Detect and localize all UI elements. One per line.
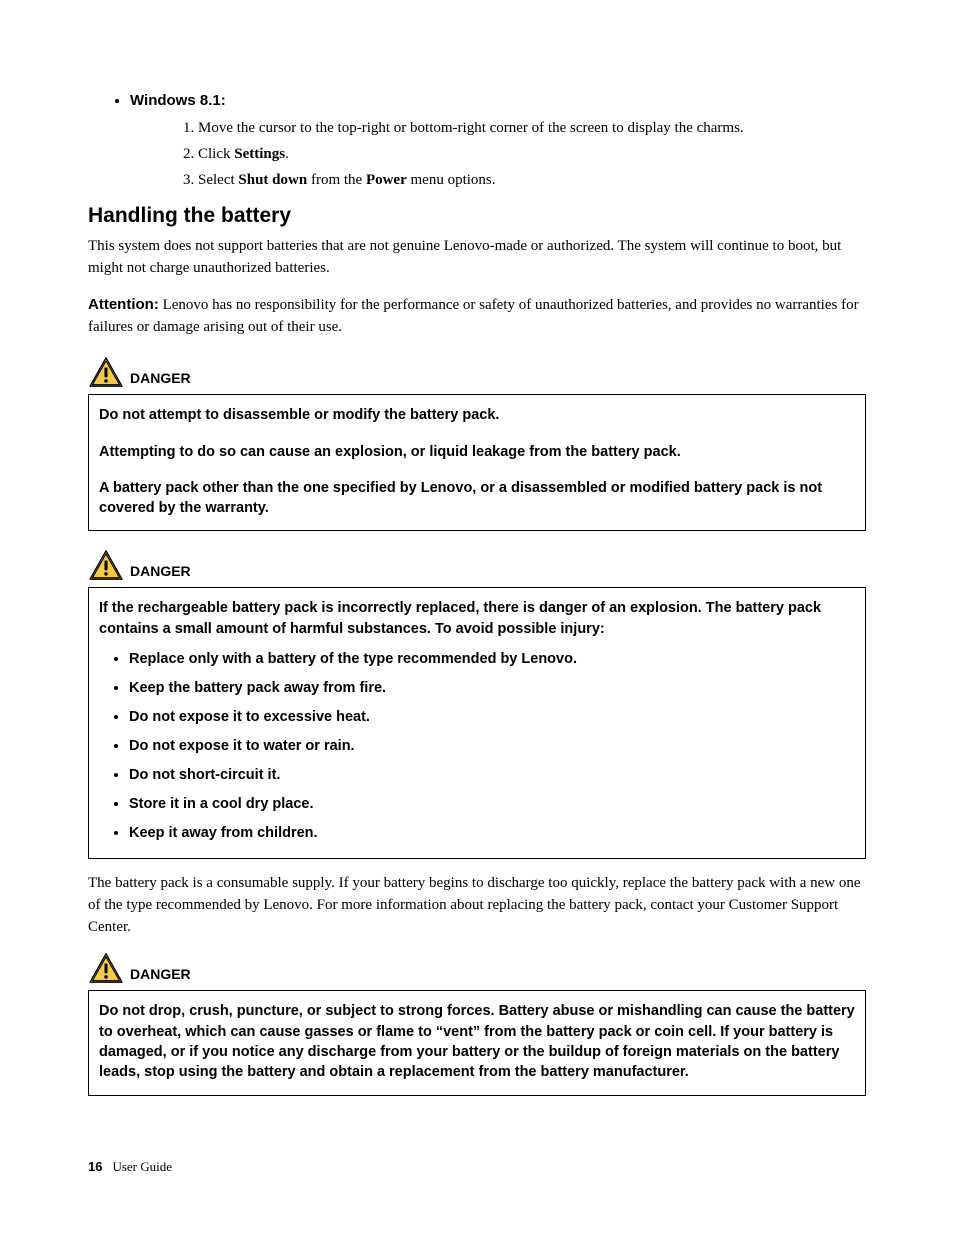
- mid-paragraph: The battery pack is a consumable supply.…: [88, 873, 866, 938]
- hazard-icon: [88, 952, 124, 984]
- danger2-list: Replace only with a battery of the type …: [99, 649, 855, 844]
- os-step-1: Move the cursor to the top-right or bott…: [198, 117, 866, 140]
- danger-header-2: DANGER: [88, 549, 866, 581]
- section-heading: Handling the battery: [88, 204, 866, 228]
- danger2-item: Replace only with a battery of the type …: [129, 649, 855, 670]
- os-bullet-item: Windows 8.1: Move the cursor to the top-…: [130, 90, 866, 192]
- danger2-item: Keep it away from children.: [129, 823, 855, 844]
- danger2-item: Do not expose it to excessive heat.: [129, 707, 855, 728]
- os-steps-list: Move the cursor to the top-right or bott…: [130, 117, 866, 193]
- danger-box-3: Do not drop, crush, puncture, or subject…: [88, 990, 866, 1095]
- danger-box-1: Do not attempt to disassemble or modify …: [88, 394, 866, 531]
- hazard-icon: [88, 549, 124, 581]
- hazard-icon: [88, 356, 124, 388]
- doc-title: User Guide: [112, 1159, 172, 1174]
- os-bullet-list: Windows 8.1: Move the cursor to the top-…: [88, 90, 866, 192]
- danger-header-1: DANGER: [88, 356, 866, 388]
- danger2-item: Keep the battery pack away from fire.: [129, 678, 855, 699]
- danger1-p2: Attempting to do so can cause an explosi…: [99, 442, 855, 462]
- danger1-p3: A battery pack other than the one specif…: [99, 478, 855, 519]
- danger2-item: Do not expose it to water or rain.: [129, 736, 855, 757]
- attention-label: Attention:: [88, 296, 159, 313]
- os-step-3: Select Shut down from the Power menu opt…: [198, 169, 866, 192]
- danger-label: DANGER: [130, 370, 191, 388]
- danger2-item: Store it in a cool dry place.: [129, 794, 855, 815]
- os-title: Windows 8.1:: [130, 92, 226, 109]
- danger-label: DANGER: [130, 966, 191, 984]
- os-step-2: Click Settings.: [198, 143, 866, 166]
- danger1-p1: Do not attempt to disassemble or modify …: [99, 405, 855, 425]
- page-number: 16: [88, 1159, 102, 1174]
- intro-paragraph-1: This system does not support batteries t…: [88, 236, 866, 280]
- danger-box-2: If the rechargeable battery pack is inco…: [88, 587, 866, 859]
- intro-paragraph-2: Attention: Lenovo has no responsibility …: [88, 294, 866, 339]
- danger-label: DANGER: [130, 563, 191, 581]
- danger3-p1: Do not drop, crush, puncture, or subject…: [99, 1001, 855, 1082]
- page-footer: 16 User Guide: [88, 1159, 172, 1175]
- danger2-item: Do not short-circuit it.: [129, 765, 855, 786]
- danger2-p1: If the rechargeable battery pack is inco…: [99, 598, 855, 639]
- danger-header-3: DANGER: [88, 952, 866, 984]
